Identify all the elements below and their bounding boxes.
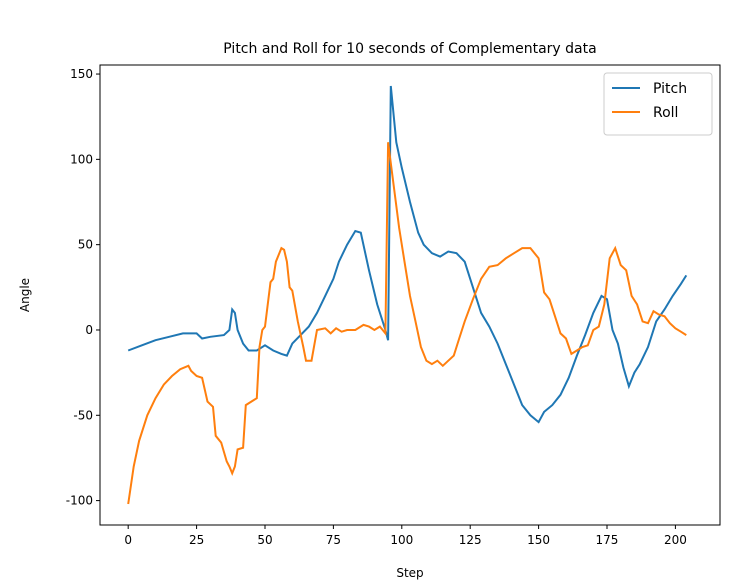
y-axis-label: Angle — [18, 278, 32, 312]
x-tick-label: 75 — [326, 533, 341, 547]
chart-title: Pitch and Roll for 10 seconds of Complem… — [223, 41, 596, 57]
legend-label: Pitch — [653, 81, 687, 97]
x-tick-label: 150 — [527, 533, 550, 547]
legend-label: Roll — [653, 105, 678, 121]
x-tick-label: 50 — [257, 533, 272, 547]
x-tick-label: 175 — [596, 533, 619, 547]
x-axis-label: Step — [396, 566, 423, 580]
line-series — [127, 142, 687, 505]
x-tick-label: 0 — [124, 533, 132, 547]
y-tick-label: 150 — [70, 67, 93, 81]
y-tick-label: 100 — [70, 152, 93, 166]
x-tick-label: 125 — [459, 533, 482, 547]
y-tick-label: 0 — [85, 323, 93, 337]
x-tick-label: 25 — [189, 533, 204, 547]
y-tick-label: -50 — [73, 408, 93, 422]
y-tick-label: -100 — [66, 494, 93, 508]
y-tick-label: 50 — [78, 238, 93, 252]
x-tick-label: 100 — [390, 533, 413, 547]
x-tick-label: 200 — [664, 533, 687, 547]
plot-frame — [99, 64, 721, 526]
